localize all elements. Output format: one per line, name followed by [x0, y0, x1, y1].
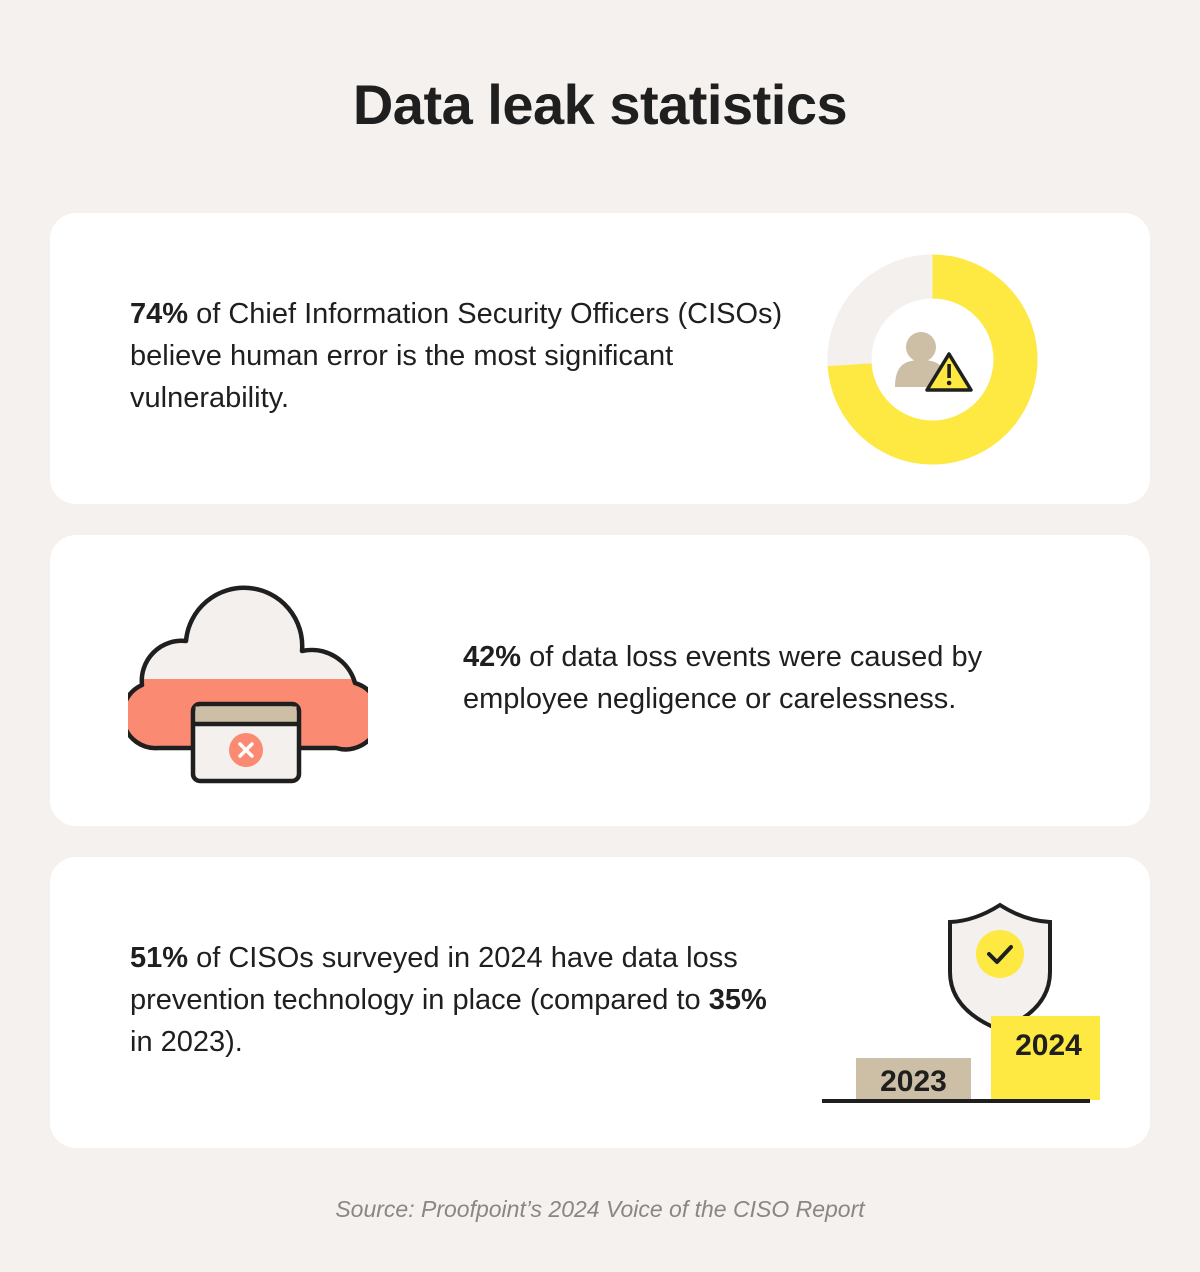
bar-2023	[856, 1058, 971, 1100]
cloud-error-icon	[128, 585, 368, 784]
bar-label-2023: 2023	[880, 1065, 947, 1098]
stat-text-dlp: 51% of CISOs surveyed in 2024 have data …	[130, 937, 790, 1063]
stat-card-negligence: 42% of data loss events were caused by e…	[50, 535, 1150, 826]
stat-highlight: 74%	[130, 298, 189, 330]
year-comparison-graphic: 2023 2024	[822, 902, 1100, 1103]
stat-card-dlp: 51% of CISOs surveyed in 2024 have data …	[50, 857, 1150, 1148]
stat-body: of CISOs surveyed in 2024 have data loss…	[130, 942, 738, 1016]
stat-card-human-error: 74% of Chief Information Security Office…	[50, 213, 1150, 504]
bar-label-2024: 2024	[1015, 1029, 1082, 1062]
stat-body: of Chief Information Security Officers (…	[130, 298, 783, 414]
stat-highlight: 42%	[463, 641, 522, 673]
page-title: Data leak statistics	[352, 73, 848, 136]
credit-card-error-icon	[190, 701, 302, 784]
bar-2024	[991, 1016, 1100, 1100]
donut-value-arc	[827, 254, 1038, 465]
stat-highlight-2: 35%	[708, 984, 767, 1016]
person-warning-icon	[895, 332, 973, 392]
stat-body-end: in 2023).	[130, 1026, 243, 1058]
shield-check-icon	[948, 902, 1052, 1033]
stat-highlight: 51%	[130, 942, 189, 974]
stat-text-human-error: 74% of Chief Information Security Office…	[130, 293, 790, 419]
donut-chart	[827, 254, 1038, 465]
stat-body: of data loss events were caused by emplo…	[463, 641, 983, 715]
source-note: Source: Proofpoint’s 2024 Voice of the C…	[335, 1196, 865, 1222]
stat-text-negligence: 42% of data loss events were caused by e…	[463, 636, 1103, 720]
